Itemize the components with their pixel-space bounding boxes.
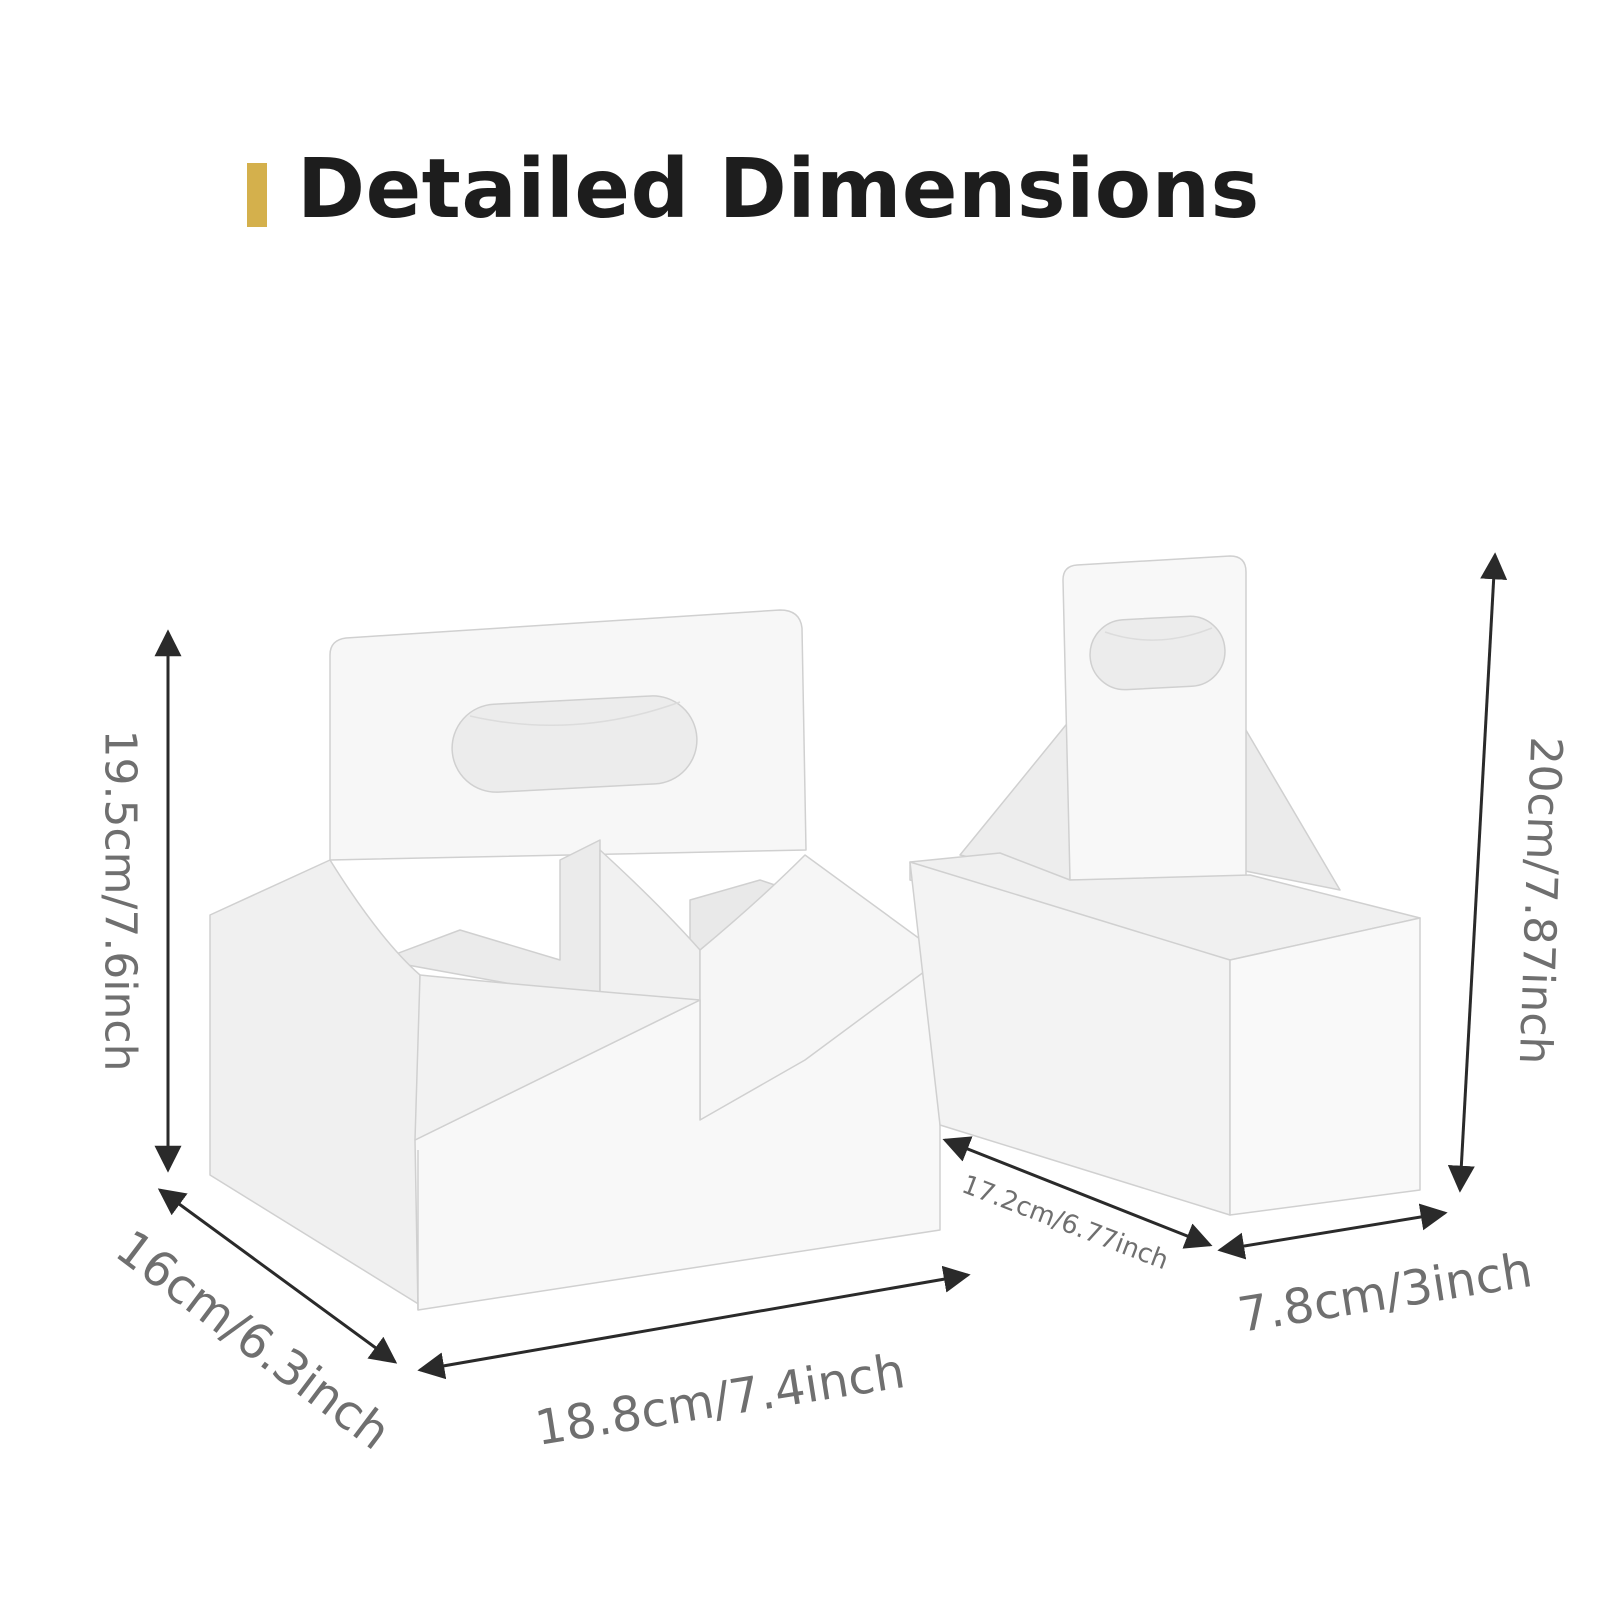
four-cup-width-arrow (417, 1265, 971, 1380)
two-cup-height-arrow (1447, 552, 1508, 1193)
two-cup-handle-panel (1062, 555, 1247, 881)
two-cup-length-arrow (942, 1136, 1213, 1249)
two-cup-carrier (909, 555, 1421, 1216)
four-cup-handle-hole (451, 695, 698, 793)
two-cup-width-arrow (1217, 1203, 1448, 1260)
page-title: Detailed Dimensions (297, 142, 1260, 237)
four-cup-carrier (209, 609, 941, 1311)
four-cup-height-label: 19.5cm/7.6inch (94, 729, 146, 1072)
two-cup-end-panel (1229, 917, 1421, 1216)
two-cup-handle-hole (1089, 615, 1226, 691)
title-accent-bar (247, 163, 267, 227)
four-cup-depth-arrow (157, 1188, 398, 1364)
dimension-arrows (154, 552, 1508, 1380)
four-cup-side-panel (209, 859, 421, 1306)
